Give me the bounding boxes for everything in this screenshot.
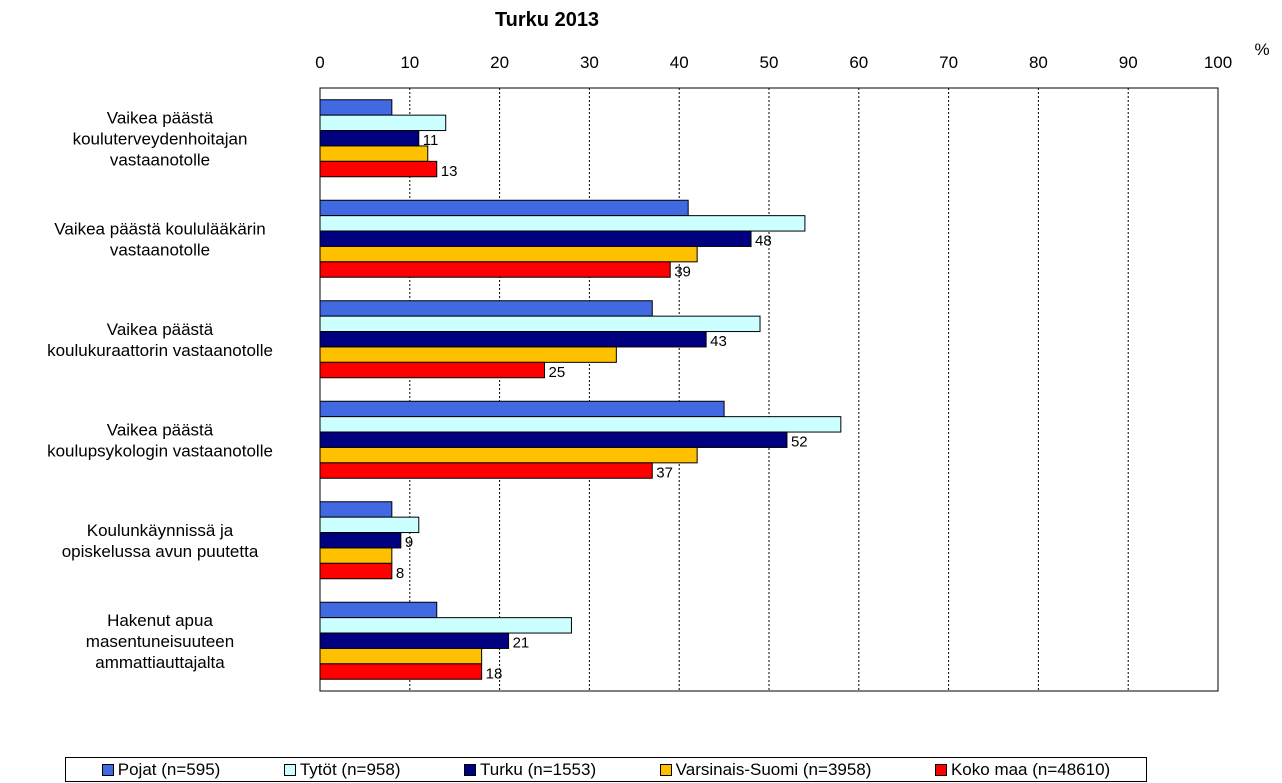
x-tick-label: 100 — [1204, 53, 1232, 72]
bar — [319, 400, 725, 418]
bar — [319, 245, 698, 263]
x-tick-label: 40 — [670, 53, 689, 72]
legend-swatch — [283, 763, 296, 776]
data-label: 21 — [513, 634, 530, 651]
bar — [319, 160, 438, 178]
bar — [319, 230, 752, 247]
data-label: 43 — [710, 333, 727, 350]
bar — [319, 462, 653, 479]
data-label: 8 — [396, 565, 404, 582]
bar — [319, 346, 617, 363]
legend-item: Varsinais-Suomi (n=3958) — [659, 759, 872, 780]
legend-swatch — [659, 763, 672, 776]
category-label: Vaikea päästä koulupsykologin vastaanotol… — [47, 420, 273, 460]
x-tick-label: 60 — [849, 53, 868, 72]
bar — [319, 145, 429, 162]
category-labels: Vaikea päästä kouluterveydenhoitajan vasta… — [47, 108, 273, 672]
bar — [319, 516, 420, 534]
legend-label: Turku (n=1553) — [480, 759, 597, 779]
category-label: Vaikea päästä kouluterveydenhoitajan vasta… — [73, 108, 248, 169]
data-label: 9 — [405, 534, 413, 551]
bar — [319, 99, 393, 116]
bar — [319, 632, 510, 649]
legend-label: Pojat (n=595) — [117, 759, 221, 779]
bar — [319, 114, 447, 132]
bar — [319, 261, 671, 278]
grid-lines — [409, 88, 1129, 691]
x-tick-label: 30 — [580, 53, 599, 72]
data-label: 48 — [755, 232, 772, 249]
bar — [319, 361, 545, 379]
data-label: 52 — [791, 433, 808, 450]
bar — [319, 331, 707, 348]
x-tick-label: 20 — [490, 53, 509, 72]
x-tick-label: 0 — [315, 53, 324, 72]
bar — [319, 501, 393, 518]
bar — [319, 215, 806, 232]
legend-swatch — [464, 763, 477, 776]
chart-title: Turku 2013 — [495, 9, 599, 31]
bar — [319, 130, 420, 147]
x-tick-label: 90 — [1119, 53, 1138, 72]
bar — [319, 532, 402, 549]
legend-item: Turku (n=1553) — [464, 760, 596, 780]
x-tick-label: 80 — [1029, 53, 1048, 72]
data-label: 11 — [423, 132, 439, 149]
x-tick-labels: 0 10 20 30 40 50 60 70 80 90 100 — [315, 53, 1232, 72]
legend-label: Varsinais-Suomi (n=3958) — [675, 759, 872, 779]
plot-frame — [319, 87, 1219, 692]
bar — [319, 315, 761, 333]
legend-swatch — [934, 763, 947, 776]
category-label: Vaikea päästä koululääkärin vastaanotolle — [54, 219, 265, 259]
legend-item: Koko maa (n=48610) — [934, 759, 1111, 780]
data-label: 18 — [486, 665, 503, 682]
x-tick-label: 50 — [760, 53, 779, 72]
x-tick-label: 70 — [939, 53, 958, 72]
bar — [319, 300, 653, 317]
bar — [319, 663, 483, 680]
data-label: 37 — [656, 464, 673, 481]
bar — [319, 431, 788, 448]
bar — [319, 416, 842, 433]
legend-item: Pojat (n=595) — [101, 759, 221, 780]
category-label: Koulunkäynnissä ja opiskelussa avun puute… — [62, 521, 259, 561]
unit-label: % — [1254, 40, 1269, 59]
bar — [319, 562, 393, 580]
data-label: 39 — [674, 263, 691, 280]
bar — [319, 617, 572, 634]
bar — [319, 547, 393, 564]
legend-swatch — [101, 763, 114, 776]
category-label: Vaikea päästä koulukuraattorin vastaanoto… — [47, 320, 273, 360]
bar — [319, 601, 438, 619]
data-label: 25 — [549, 364, 566, 381]
data-label: 13 — [441, 163, 458, 180]
legend: Pojat (n=595) Tytöt (n=958) Turku (n=1553)… — [65, 757, 1147, 782]
legend-label: Tytöt (n=958) — [299, 759, 401, 779]
legend-label: Koko maa (n=48610) — [950, 759, 1111, 779]
bars — [319, 99, 842, 680]
bar — [319, 446, 698, 464]
bar-chart: Turku 2013 % 0 10 20 30 40 50 60 70 80 90 100 Vaik… — [47, 9, 1270, 692]
x-tick-label: 10 — [400, 53, 419, 72]
category-label: Hakenut apua masentuneisuuteen ammattiautt… — [86, 611, 234, 672]
data-labels: 11 48 43 52 9 21 13 39 25 37 8 18 — [396, 132, 808, 682]
bar — [319, 199, 689, 217]
legend-item: Tytöt (n=958) — [283, 759, 401, 780]
bar — [319, 647, 483, 665]
